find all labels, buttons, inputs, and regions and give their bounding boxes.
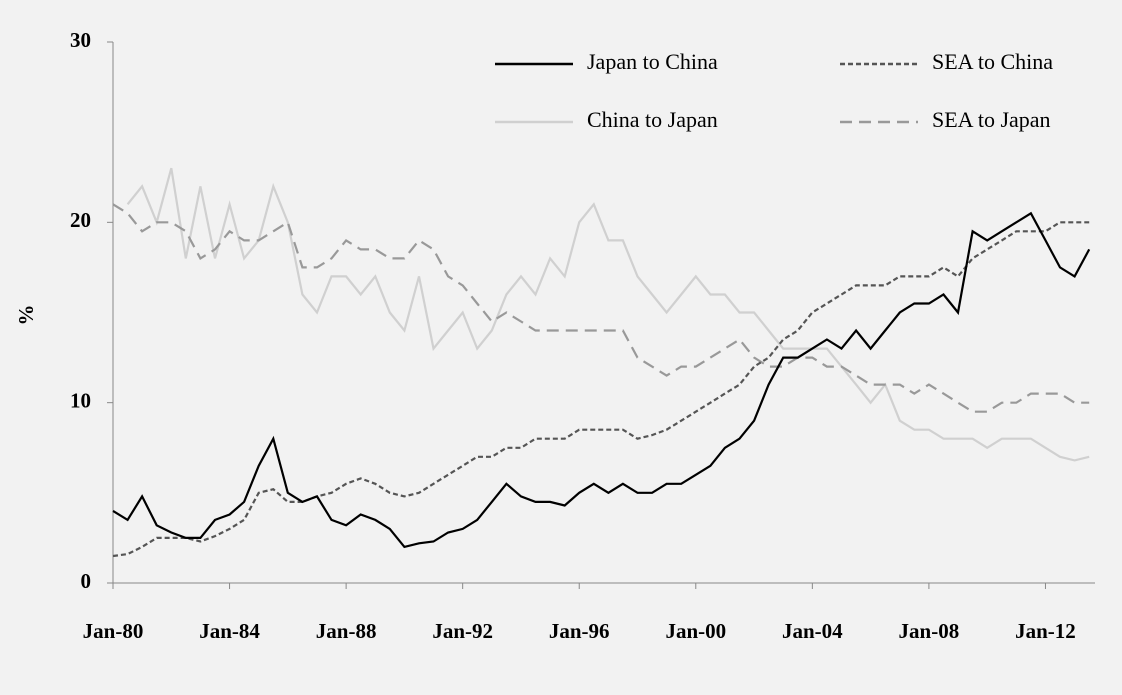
x-tick-label: Jan-80 [83,619,144,643]
x-tick-label: Jan-00 [665,619,726,643]
legend-label: SEA to China [932,49,1053,74]
x-tick-label: Jan-88 [316,619,377,643]
x-tick-label: Jan-96 [549,619,610,643]
x-tick-label: Jan-84 [199,619,260,643]
y-tick-label: 20 [70,208,91,232]
legend-label: Japan to China [587,49,718,74]
legend-label: China to Japan [587,107,718,132]
series-line [112,211,1091,549]
x-tick-label: Jan-92 [432,619,493,643]
series-line [112,221,1090,558]
y-tick-label: 0 [81,569,92,593]
series-line [126,167,1090,462]
y-tick-label: 10 [70,388,91,412]
series-line [112,203,1090,413]
x-tick-label: Jan-08 [899,619,960,643]
x-tick-label: Jan-12 [1015,619,1076,643]
legend-label: SEA to Japan [932,107,1051,132]
y-tick-label: 30 [70,28,91,52]
x-tick-label: Jan-04 [782,619,843,643]
y-axis-label: % [14,305,38,326]
